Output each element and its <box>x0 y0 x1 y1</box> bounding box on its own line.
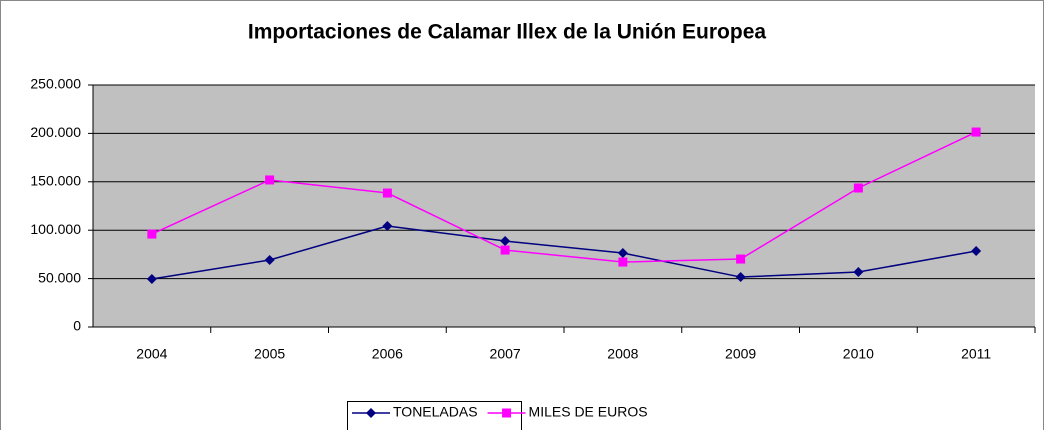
y-tick-label: 200.000 <box>30 124 81 140</box>
x-tick-label: 2007 <box>490 346 521 362</box>
legend-marker <box>502 408 512 418</box>
x-tick-label: 2006 <box>372 346 403 362</box>
data-point <box>736 254 746 264</box>
x-tick-label: 2010 <box>843 346 874 362</box>
y-tick-label: 150.000 <box>30 173 81 189</box>
data-point <box>382 188 392 198</box>
y-tick-label: 0 <box>73 318 81 334</box>
data-point <box>500 236 511 247</box>
legend-marker <box>366 408 376 418</box>
y-tick-label: 50.000 <box>38 269 81 285</box>
chart-title: Importaciones de Calamar Illex de la Uni… <box>248 21 766 44</box>
legend-label: MILES DE EUROS <box>529 404 648 420</box>
y-tick-label: 250.000 <box>30 76 81 92</box>
x-tick-label: 2009 <box>725 346 756 362</box>
plot-area <box>93 85 1035 327</box>
data-point <box>853 183 863 193</box>
series-line <box>151 225 977 280</box>
series-line <box>151 131 977 263</box>
data-point <box>500 245 510 255</box>
data-point <box>146 273 157 284</box>
data-point <box>617 248 628 259</box>
y-tick-label: 100.000 <box>30 221 81 237</box>
data-point <box>147 229 157 239</box>
x-tick-label: 2008 <box>607 346 638 362</box>
data-point <box>382 221 393 232</box>
data-point <box>618 257 628 267</box>
x-tick-label: 2005 <box>254 346 285 362</box>
x-tick-label: 2011 <box>961 346 991 362</box>
data-point <box>853 267 864 278</box>
legend-label: TONELADAS <box>393 404 478 420</box>
legend-box <box>347 401 522 430</box>
x-tick-label: 2004 <box>136 346 167 362</box>
data-point <box>971 127 981 137</box>
data-point <box>735 272 746 283</box>
data-point <box>264 255 275 266</box>
data-point <box>971 246 982 257</box>
data-point <box>265 175 275 185</box>
